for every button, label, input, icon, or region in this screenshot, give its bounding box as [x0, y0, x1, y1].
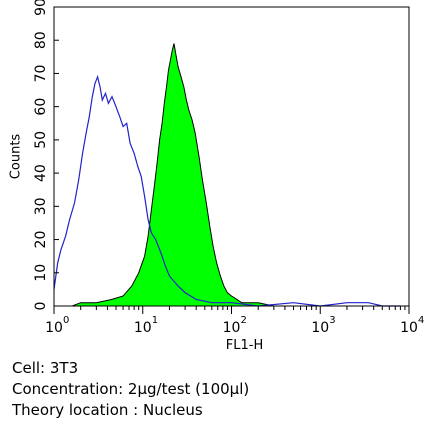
y-tick-label: 90 [33, 0, 49, 16]
x-tick-label: 10 4 [400, 315, 424, 336]
plot-area [53, 43, 401, 307]
x-tick-label: 10 3 [311, 315, 335, 336]
caption-cell: Cell: 3T3 [12, 359, 79, 377]
y-tick-label: 50 [33, 131, 49, 149]
sample-histogram-filled [71, 43, 274, 307]
y-tick-label: 40 [33, 164, 49, 182]
y-axis-label: Counts [9, 134, 24, 180]
x-tick-base: 10 [311, 320, 329, 336]
x-tick-base: 10 [134, 320, 152, 336]
y-tick-label: 80 [33, 31, 49, 49]
x-tick-label: 10 2 [223, 315, 247, 336]
x-tick-base: 10 [223, 320, 241, 336]
x-tick-label: 10 0 [45, 315, 69, 336]
y-tick-label: 20 [33, 231, 49, 249]
y-tick-label: 0 [33, 302, 49, 311]
y-tick-label: 10 [33, 264, 49, 282]
x-tick-exponent: 1 [152, 315, 158, 326]
control-histogram-outline [53, 74, 401, 307]
x-tick-exponent: 3 [329, 315, 335, 326]
y-tick-label: 60 [33, 98, 49, 116]
x-tick-label: 10 1 [134, 315, 158, 336]
caption-concentration: Concentration: 2μg/test (100μl) [12, 380, 250, 398]
y-tick-label: 30 [33, 197, 49, 215]
caption: Cell: 3T3 Concentration: 2μg/test (100μl… [12, 358, 249, 421]
x-tick-base: 10 [400, 320, 418, 336]
x-tick-exponent: 4 [418, 315, 424, 326]
x-axis-label: FL1-H [226, 338, 263, 353]
plot-frame [53, 6, 410, 307]
caption-location: Theory location : Nucleus [12, 401, 203, 419]
y-tick-label: 70 [33, 65, 49, 83]
x-tick-exponent: 2 [241, 315, 247, 326]
x-tick-base: 10 [45, 320, 63, 336]
x-tick-exponent: 0 [63, 315, 69, 326]
